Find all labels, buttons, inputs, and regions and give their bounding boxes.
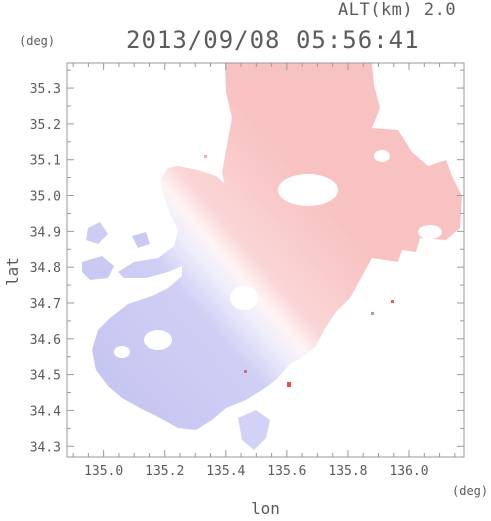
echo-gap <box>278 174 338 206</box>
echo-speck <box>287 382 291 387</box>
tick-label: 35.1 <box>30 154 61 169</box>
echo-gap <box>230 286 258 310</box>
tick-label: 35.0 <box>30 190 61 205</box>
receding-echo <box>222 63 462 352</box>
plot-frame <box>66 62 465 458</box>
echo-gap <box>144 330 172 350</box>
approaching-echo <box>92 166 316 430</box>
axis-tick-labels: 135.0 135.2 135.4 135.6 135.8 136.0 34.3 34.4 34… <box>30 82 429 479</box>
echo-speck <box>371 312 374 315</box>
echo-speck <box>244 370 247 373</box>
echo-fragment <box>132 232 150 248</box>
tick-label: 34.8 <box>30 261 61 276</box>
echo-fragment <box>86 222 108 244</box>
tick-label: 136.0 <box>389 464 428 479</box>
echo-gap <box>418 225 442 239</box>
tick-label: 135.8 <box>328 464 367 479</box>
tick-label: 135.2 <box>145 464 184 479</box>
tick-label: 135.0 <box>84 464 123 479</box>
tick-label: 34.4 <box>30 404 61 419</box>
echo-gap <box>114 346 130 358</box>
tick-label: 35.3 <box>30 82 61 97</box>
x-axis-unit: (deg) <box>452 484 489 498</box>
x-axis-label: lon <box>251 499 280 518</box>
echo-fragment <box>238 410 270 450</box>
echo-fragment <box>82 256 114 280</box>
echo-gap <box>374 150 390 162</box>
tick-label: 34.6 <box>30 333 61 348</box>
tick-label: 135.6 <box>267 464 306 479</box>
tick-label: 135.4 <box>206 464 245 479</box>
echo-speck <box>204 155 207 158</box>
altitude-label: ALT(km) 2.0 <box>338 0 457 20</box>
echo-region <box>82 63 462 450</box>
tick-label: 35.2 <box>30 118 61 133</box>
axis-ticks <box>67 63 464 457</box>
tick-label: 34.3 <box>30 440 61 455</box>
tick-label: 34.7 <box>30 297 61 312</box>
tick-label: 34.9 <box>30 225 61 240</box>
tick-label: 34.5 <box>30 369 61 384</box>
y-axis-unit: (deg) <box>19 34 56 48</box>
echo-speck <box>391 300 394 303</box>
timestamp: 2013/09/08 05:56:41 <box>126 26 420 54</box>
